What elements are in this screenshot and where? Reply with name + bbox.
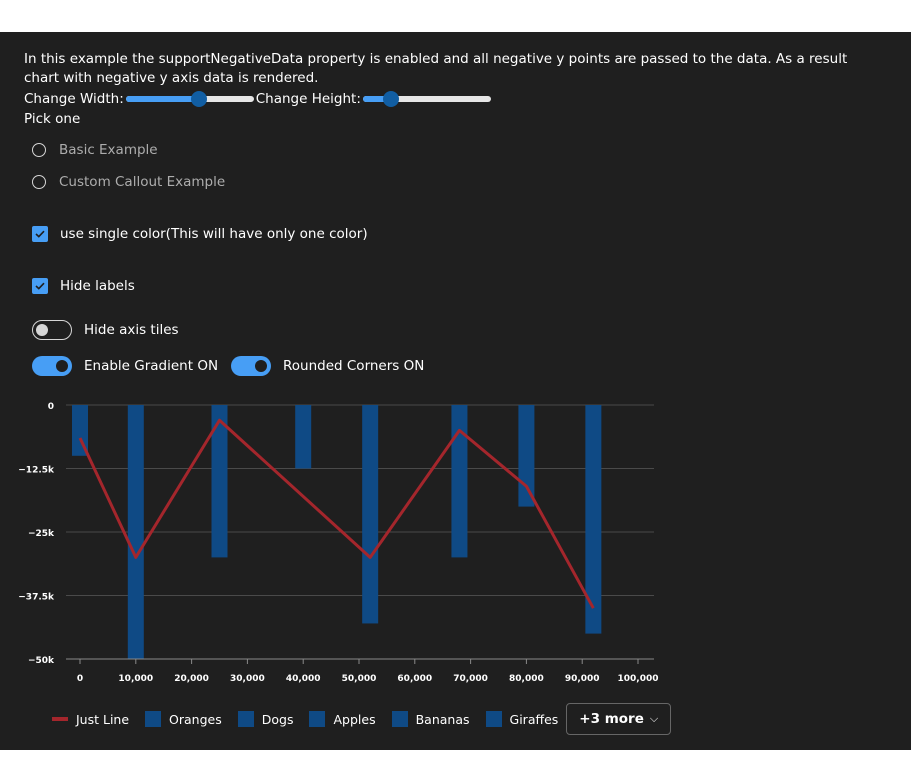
- bar: [451, 405, 468, 558]
- legend-label: Just Line: [76, 711, 130, 727]
- x-tick-label: 70,000: [453, 674, 488, 684]
- height-slider-fill: [362, 96, 392, 102]
- radio-label: Custom Callout Example: [59, 174, 226, 190]
- y-tick-label: −37.5k: [18, 593, 55, 603]
- size-controls: Change Width: Change Height:: [24, 89, 493, 109]
- pick-one-label: Pick one: [24, 111, 81, 127]
- chart-legend: Just Line Oranges Dogs Apples Bananas Giraffe…: [52, 703, 672, 735]
- rounded-corners-label: Rounded Corners ON: [283, 358, 425, 374]
- line-series-just-line: [78, 418, 595, 609]
- radio-custom-callout-example[interactable]: Custom Callout Example: [32, 174, 225, 190]
- vertical-bar-chart: 0 −12.5k −25k −37.5k −50k 0 10,000 20,000 30,000…: [18, 402, 659, 684]
- y-tick-label: 0: [48, 402, 54, 412]
- bar: [585, 405, 602, 634]
- x-tick-label: 40,000: [286, 674, 321, 684]
- bar: [362, 405, 379, 624]
- single-color-label: use single color(This will have only one…: [60, 226, 368, 242]
- y-tick-label: −50k: [28, 656, 55, 666]
- toggle-switch-on[interactable]: [231, 356, 271, 376]
- description-text: In this example the supportNegativeData …: [24, 51, 848, 86]
- bar: [211, 405, 228, 558]
- x-tick-label: 90,000: [565, 674, 600, 684]
- enable-gradient-label: Enable Gradient ON: [84, 358, 219, 374]
- legend-item[interactable]: Bananas: [391, 711, 470, 727]
- legend-more-label: +3 more: [579, 711, 644, 727]
- chevron-down-icon: ⌵: [649, 712, 659, 725]
- legend-item[interactable]: Just Line: [52, 712, 129, 727]
- hide-labels-checkbox[interactable]: Hide labels: [32, 278, 135, 294]
- legend-swatch: [485, 711, 502, 727]
- legend-item[interactable]: Giraffes: [485, 711, 559, 727]
- legend-swatch: [145, 711, 162, 727]
- legend-label: Bananas: [415, 711, 470, 727]
- radio-circle[interactable]: [32, 143, 46, 157]
- checkmark-icon[interactable]: [32, 226, 48, 242]
- x-tick-label: 20,000: [174, 674, 209, 684]
- single-color-checkbox[interactable]: use single color(This will have only one…: [32, 226, 368, 242]
- legend-item[interactable]: Apples: [309, 711, 376, 727]
- legend-item[interactable]: Oranges: [145, 711, 222, 727]
- radio-label: Basic Example: [59, 142, 158, 158]
- width-label: Change Width:: [24, 91, 124, 107]
- legend-more-button[interactable]: +3 more ⌵: [566, 703, 672, 735]
- toggle-switch-on[interactable]: [32, 356, 72, 376]
- rounded-corners-toggle[interactable]: Rounded Corners ON: [231, 356, 424, 376]
- x-tick-label: 80,000: [509, 674, 544, 684]
- x-tick-label: 0: [77, 674, 83, 684]
- width-slider[interactable]: [125, 91, 254, 107]
- enable-gradient-toggle[interactable]: Enable Gradient ON: [32, 356, 218, 376]
- hide-axis-tiles-toggle[interactable]: Hide axis tiles: [32, 320, 179, 340]
- legend-label: Giraffes: [509, 711, 559, 727]
- width-slider-thumb[interactable]: [190, 91, 207, 107]
- checkmark-icon[interactable]: [32, 278, 48, 294]
- legend-item[interactable]: Dogs: [237, 711, 294, 727]
- legend-label: Dogs: [261, 711, 294, 727]
- toggle-switch-off[interactable]: [32, 320, 72, 340]
- height-label: Change Height:: [255, 91, 361, 107]
- y-tick-label: −12.5k: [18, 466, 55, 476]
- legend-swatch: [309, 711, 326, 727]
- legend-swatch: [237, 711, 254, 727]
- radio-basic-example[interactable]: Basic Example: [32, 142, 158, 158]
- hide-labels-label: Hide labels: [60, 278, 135, 294]
- hide-axis-tiles-label: Hide axis tiles: [84, 322, 179, 338]
- height-slider[interactable]: [362, 91, 491, 107]
- radio-circle[interactable]: [32, 175, 46, 189]
- y-tick-label: −25k: [28, 529, 55, 539]
- x-tick-label: 50,000: [342, 674, 377, 684]
- legend-label: Apples: [333, 711, 376, 727]
- legend-swatch: [52, 717, 68, 721]
- width-slider-fill: [125, 96, 199, 102]
- x-tick-label: 60,000: [397, 674, 432, 684]
- x-tick-label: 100,000: [618, 674, 659, 684]
- legend-swatch: [391, 711, 408, 727]
- bar: [518, 405, 535, 507]
- legend-label: Oranges: [169, 711, 222, 727]
- content-panel: [0, 32, 911, 750]
- bar: [127, 405, 144, 659]
- x-tick-label: 30,000: [230, 674, 265, 684]
- height-slider-thumb[interactable]: [383, 91, 400, 107]
- x-tick-label: 10,000: [118, 674, 153, 684]
- bar: [295, 405, 312, 469]
